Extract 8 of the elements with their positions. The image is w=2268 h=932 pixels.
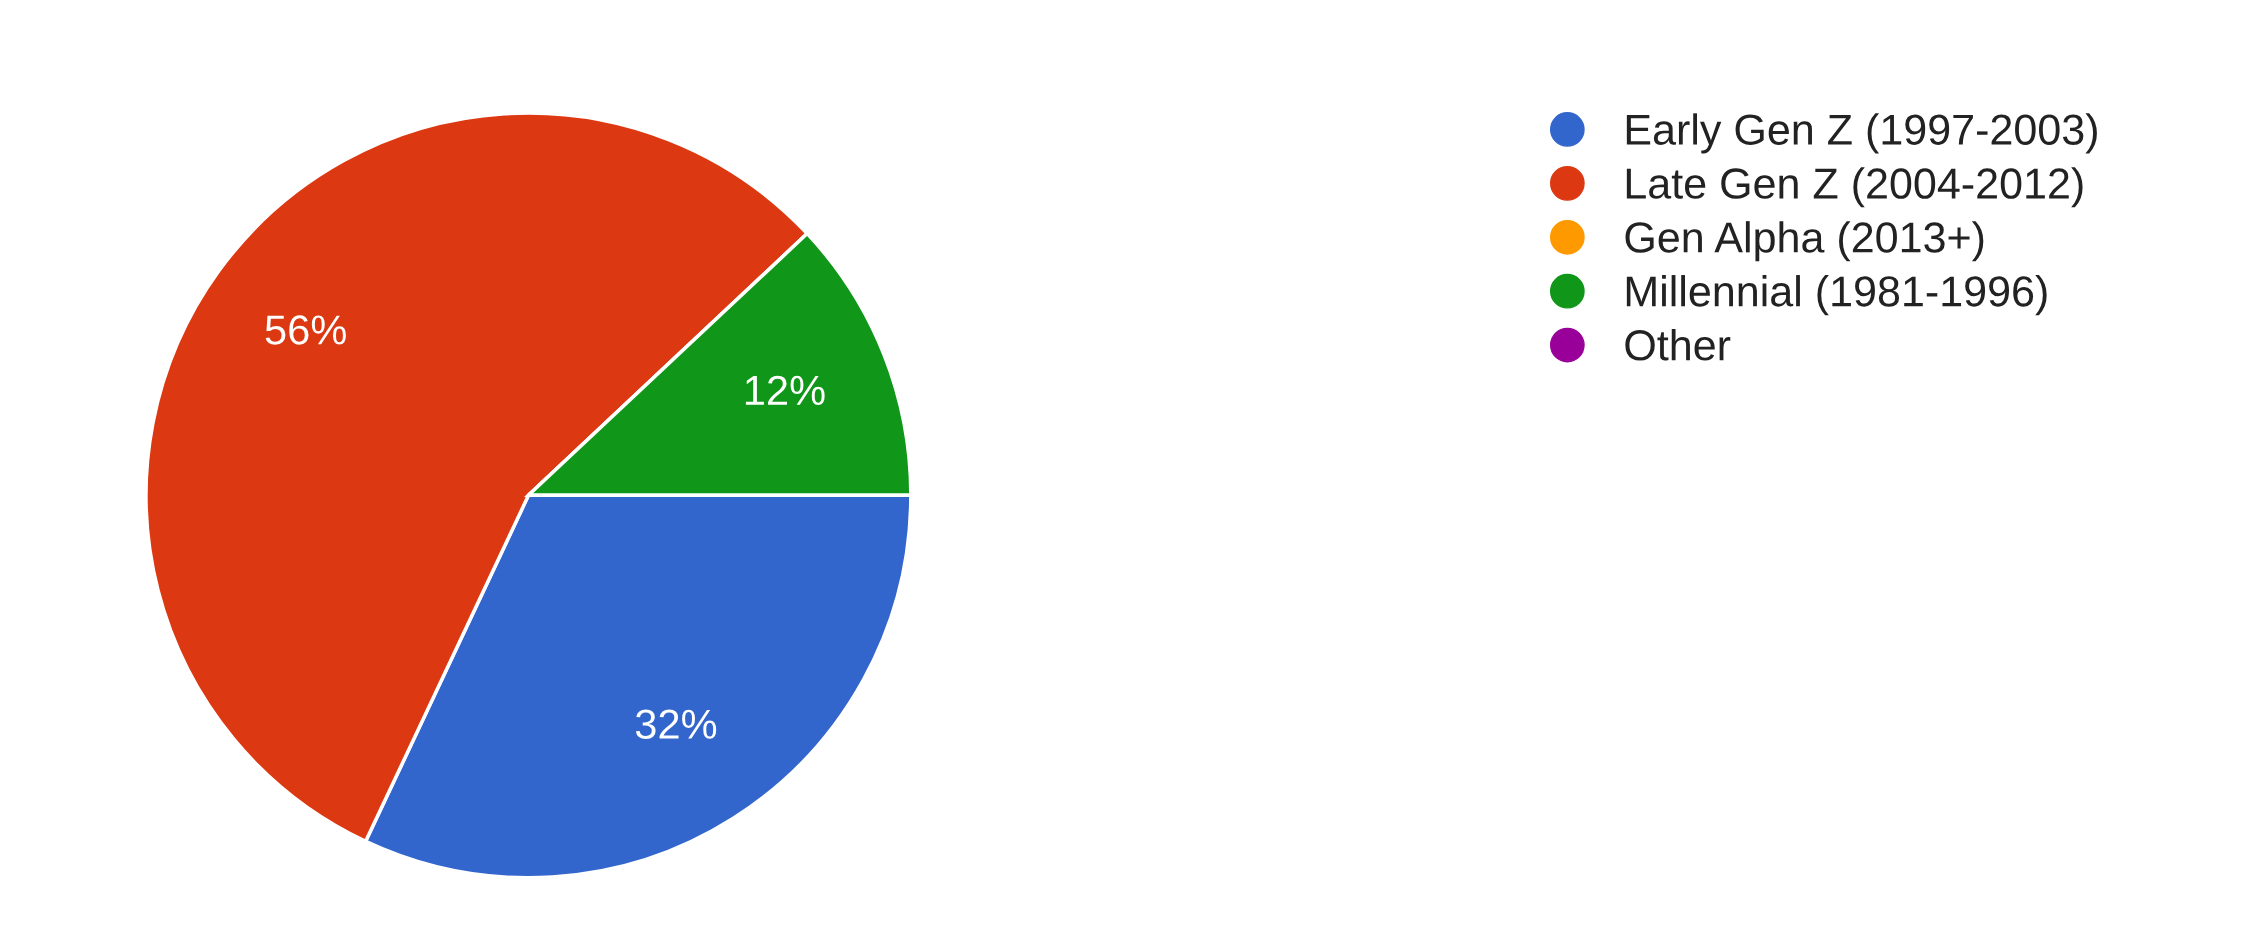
- legend-label: Other: [1625, 328, 1731, 361]
- data-label: 12%: [745, 375, 825, 406]
- legend-label: Late Gen Z (2004-2012): [1626, 167, 2083, 208]
- data-label: 32%: [635, 709, 717, 740]
- legend-label: Millennial (1981-1996): [1626, 275, 2047, 316]
- data-label: 56%: [265, 315, 346, 345]
- legend-label: Early Gen Z (1997-2003): [1626, 113, 2097, 154]
- legend-label: Gen Alpha (2013+): [1625, 221, 1984, 262]
